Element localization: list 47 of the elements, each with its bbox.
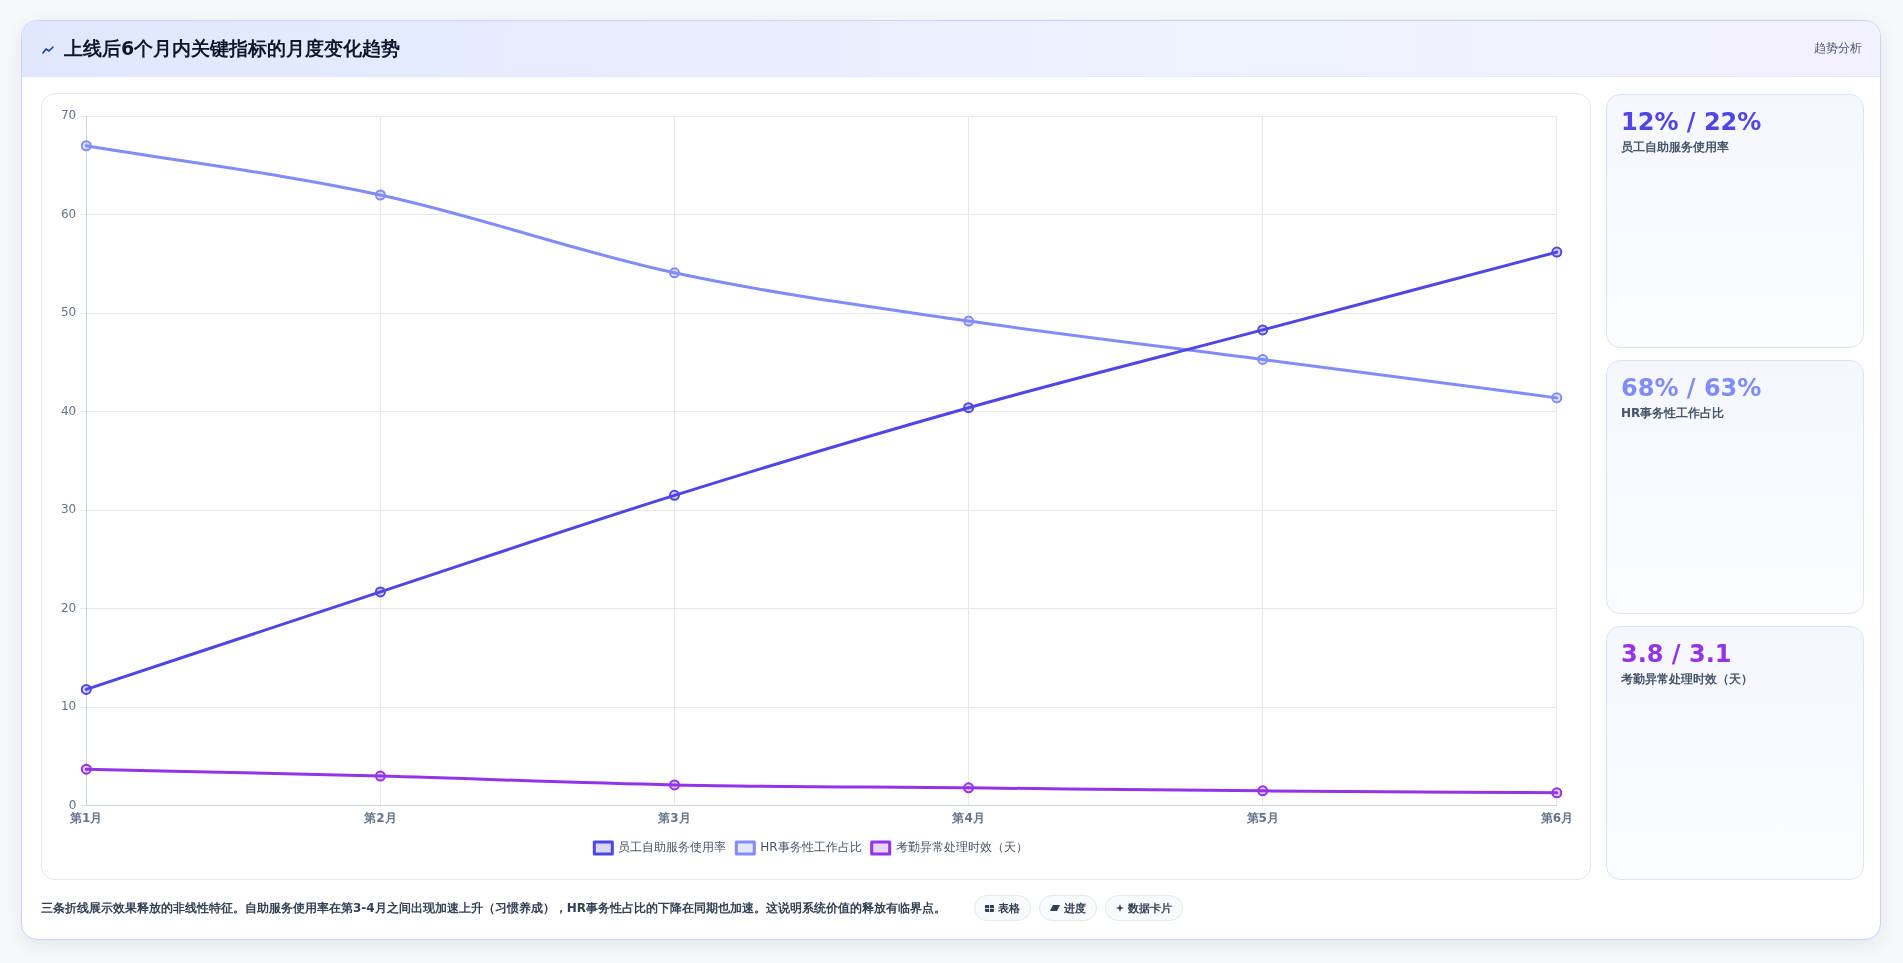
text: 考勤异常处理时效（天）	[1621, 671, 1754, 688]
text: 三条折线展示效果释放的非线性特征。自助服务使用率在第3-4月之间出现加速上升（习惯养成），HR事务性占比的下降在同期也加速。这说明系统价值的释放有临界点。	[41, 899, 946, 917]
point	[668, 779, 680, 791]
point	[1257, 785, 1269, 797]
legend-label: 员工自助服务使用率	[618, 840, 727, 855]
text: 进度	[1063, 900, 1086, 916]
y-tick-label: 70	[60, 108, 77, 123]
text: 趋势分析	[1814, 40, 1862, 56]
point	[374, 770, 386, 782]
point	[1257, 324, 1269, 336]
text: 12% / 22%	[1621, 107, 1763, 137]
point	[1551, 392, 1563, 404]
point	[668, 489, 680, 501]
y-tick-label: 0	[68, 797, 77, 812]
x-tick-label: 第2月	[363, 810, 397, 825]
point	[1551, 246, 1563, 258]
point	[80, 763, 92, 775]
x-tick-label: 第3月	[657, 810, 691, 825]
point	[80, 140, 92, 152]
point	[1257, 353, 1269, 365]
x-tick-label: 第5月	[1245, 810, 1279, 825]
y-tick-label: 20	[60, 600, 77, 615]
y-tick-label: 60	[60, 206, 77, 221]
point	[1551, 787, 1563, 799]
y-tick-label: 10	[60, 699, 77, 714]
text: 3.8 / 3.1	[1621, 639, 1733, 669]
point	[963, 315, 975, 327]
point	[80, 683, 92, 695]
x-tick-label: 第1月	[69, 810, 103, 825]
legend-label: 考勤异常处理时效（天）	[895, 840, 1028, 855]
point	[963, 402, 975, 414]
text: 员工自助服务使用率	[1621, 139, 1730, 156]
x-tick-label: 第6月	[1539, 810, 1573, 825]
text: HR事务性工作占比	[1621, 405, 1726, 422]
chart-title: 上线后6个月内关键指标的月度变化趋势	[64, 36, 401, 60]
point	[668, 267, 680, 279]
text: 数据卡片	[1127, 900, 1172, 916]
point	[374, 189, 386, 201]
point	[374, 586, 386, 598]
y-tick-label: 40	[60, 403, 77, 418]
text: 68% / 63%	[1621, 373, 1763, 403]
x-tick-label: 第4月	[951, 810, 985, 825]
legend-label: HR事务性工作占比	[760, 840, 862, 855]
point	[963, 782, 975, 794]
text: 表格	[997, 900, 1020, 916]
y-tick-label: 30	[60, 502, 77, 517]
y-tick-label: 50	[60, 305, 77, 320]
